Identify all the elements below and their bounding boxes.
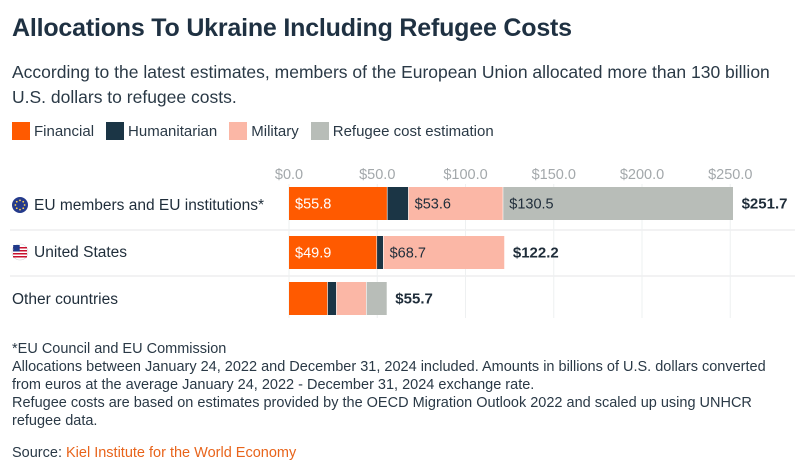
bar-segment-financial: [289, 282, 328, 315]
bar-segment-military: [383, 236, 505, 269]
segment-label: $68.7: [390, 246, 426, 262]
us-flag-stripe: [13, 253, 27, 255]
chart-subtitle: According to the latest estimates, membe…: [12, 62, 770, 107]
x-tick-label: $200.0: [620, 167, 664, 183]
us-flag-stripe: [13, 250, 27, 252]
bar-segment-financial: [289, 187, 387, 220]
us-flag-canton: [13, 245, 20, 252]
bar-segment-humanitarian: [327, 282, 337, 315]
eu-flag-star: [19, 208, 21, 211]
bar-chart: $0.0 $50.0 $100.0 $150.0 $200.0 $250.0 EU memb…: [10, 167, 795, 318]
legend-label-military: Military: [251, 122, 299, 140]
total-label: $251.7: [742, 196, 788, 213]
source-line: Source: Kiel Institute for the World Eco…: [12, 445, 296, 461]
us-flag-stripe: [13, 256, 27, 258]
x-tick-label: $0.0: [275, 167, 303, 183]
eu-flag-star: [15, 207, 18, 210]
bar-segment-refugee-cost-estimation: [503, 187, 734, 220]
bar-segment-military: [408, 187, 503, 220]
footnote-refugee-costs: Refugee costs are based on estimates pro…: [12, 395, 752, 429]
legend-label-financial: Financial: [34, 122, 95, 140]
chart-title: Allocations To Ukraine Including Refugee…: [12, 14, 572, 42]
source-label: Source:: [12, 445, 66, 461]
eu-flag-star: [15, 200, 18, 203]
legend-swatch-military: [229, 122, 248, 140]
bar-segment-refugee-cost-estimation: [366, 282, 387, 315]
legend: Financial Humanitarian Military Refugee …: [12, 122, 506, 140]
legend-label-refugee: Refugee cost estimation: [332, 122, 494, 140]
eu-flag-star: [22, 200, 25, 203]
legend-swatch-humanitarian: [106, 122, 125, 140]
x-tick-label: $250.0: [708, 167, 752, 183]
us-flag-stripe: [13, 247, 27, 249]
eu-flag-star: [23, 204, 26, 206]
bar-segment-financial: [289, 236, 377, 269]
legend-item-military: Military: [229, 122, 299, 140]
segment-label: $130.5: [509, 197, 553, 213]
bar-segment-humanitarian: [377, 236, 384, 269]
x-tick-label: $100.0: [443, 167, 487, 183]
segment-label: $53.6: [415, 197, 451, 213]
source-link[interactable]: Kiel Institute for the World Economy: [66, 445, 297, 461]
category-label: EU members and EU institutions*: [34, 197, 264, 214]
x-tick-label: $50.0: [359, 167, 395, 183]
category-label: United States: [34, 244, 127, 261]
bar-segment-military: [336, 282, 367, 315]
legend-item-humanitarian: Humanitarian: [106, 122, 217, 140]
eu-flag-icon: [12, 197, 28, 213]
segment-label: $55.8: [295, 197, 331, 213]
legend-swatch-refugee: [310, 122, 329, 140]
legend-label-humanitarian: Humanitarian: [128, 122, 218, 140]
eu-flag-star: [22, 207, 25, 210]
footnotes: *EU Council and EU Commission Allocation…: [12, 340, 792, 430]
segment-label: $49.9: [295, 246, 331, 262]
legend-swatch-financial: [12, 122, 30, 140]
eu-flag-star: [19, 199, 21, 202]
eu-flag-star: [14, 204, 17, 206]
footnote-eu-note: *EU Council and EU Commission: [12, 341, 227, 357]
bar-segment-humanitarian: [387, 187, 409, 220]
total-label: $122.2: [513, 245, 559, 262]
x-tick-label: $150.0: [532, 167, 576, 183]
total-label: $55.7: [395, 291, 433, 308]
legend-item-financial: Financial: [12, 122, 94, 140]
footnote-allocations: Allocations between January 24, 2022 and…: [12, 359, 766, 393]
category-label: Other countries: [12, 291, 118, 308]
legend-item-refugee: Refugee cost estimation: [310, 122, 494, 140]
